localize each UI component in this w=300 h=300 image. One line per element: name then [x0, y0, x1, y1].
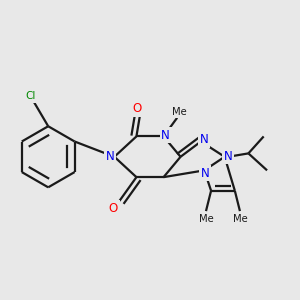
Text: N: N	[200, 133, 209, 146]
Text: Me: Me	[172, 107, 187, 117]
Text: N: N	[161, 129, 170, 142]
Text: N: N	[224, 150, 233, 163]
Text: Me: Me	[232, 214, 247, 224]
Text: O: O	[133, 102, 142, 115]
Text: Me: Me	[199, 214, 213, 224]
Text: N: N	[201, 167, 209, 180]
Text: Cl: Cl	[25, 92, 35, 101]
Text: O: O	[109, 202, 118, 215]
Text: N: N	[106, 150, 115, 163]
